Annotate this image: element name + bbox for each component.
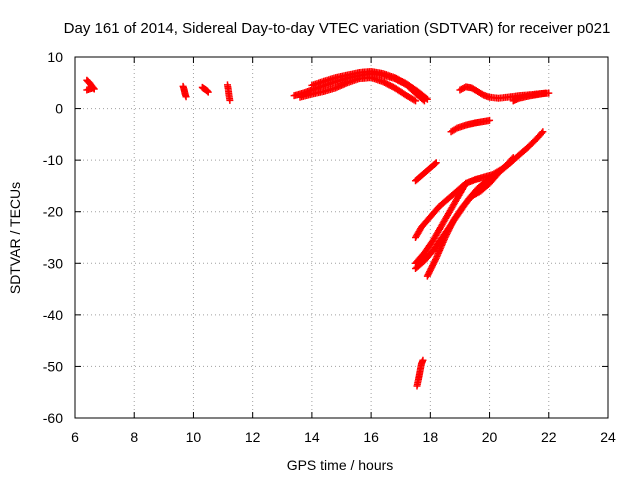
data-point (508, 155, 516, 163)
x-axis-label: GPS time / hours (287, 457, 394, 473)
data-point (182, 93, 190, 101)
x-tick-label: 12 (245, 429, 261, 445)
x-tick-label: 8 (130, 429, 138, 445)
chart-title: Day 161 of 2014, Sidereal Day-to-day VTE… (64, 20, 611, 37)
series-arc-12 (412, 159, 440, 185)
data-points (83, 67, 553, 390)
series-arc-17 (413, 356, 427, 390)
data-point (539, 128, 547, 136)
data-point (412, 97, 420, 105)
y-tick-label: -60 (43, 410, 63, 426)
series-arc-16 (423, 154, 517, 280)
x-tick-label: 10 (186, 429, 202, 445)
series-arc-5 (223, 81, 234, 104)
y-tick-label: -20 (43, 204, 63, 220)
x-tick-label: 18 (423, 429, 439, 445)
x-tick-label: 16 (363, 429, 379, 445)
data-point (410, 96, 418, 104)
series-arc-3 (179, 82, 190, 101)
data-point (422, 94, 430, 102)
data-point (462, 179, 470, 187)
series-arc-10 (509, 89, 550, 105)
y-tick-label: 10 (47, 49, 63, 65)
data-point (419, 356, 427, 364)
x-tick-label: 24 (600, 429, 616, 445)
axis-ticks: 6 8 10 12 14 16 18 20 22 24 -60 -50 -40 -30 -20 -10 0 10 (43, 49, 616, 445)
data-point (461, 181, 469, 189)
x-tick-label: 6 (71, 429, 79, 445)
y-tick-label: -40 (43, 307, 63, 323)
data-point (423, 95, 431, 103)
series-arc-2 (83, 84, 97, 94)
grid (75, 57, 608, 418)
x-tick-label: 20 (482, 429, 498, 445)
y-tick-label: 0 (55, 101, 63, 117)
y-axis-label: SDTVAR / TECUs (7, 182, 23, 294)
x-tick-label: 22 (541, 429, 557, 445)
y-tick-label: -50 (43, 358, 63, 374)
series-arc-11 (447, 116, 494, 136)
data-point (542, 89, 550, 97)
data-point (89, 84, 97, 92)
series-arc-14 (412, 179, 470, 267)
data-point (509, 154, 517, 162)
y-tick-label: -10 (43, 152, 63, 168)
x-tick-label: 14 (304, 429, 320, 445)
data-point (486, 116, 494, 124)
plot-frame (74, 56, 609, 419)
data-point (431, 160, 439, 168)
data-point (538, 129, 546, 137)
y-tick-label: -30 (43, 255, 63, 271)
series-arc-4 (198, 83, 212, 96)
data-point (432, 159, 440, 167)
series-arc-7 (296, 74, 420, 105)
data-point (204, 88, 212, 96)
series-arc-8 (308, 67, 431, 103)
data-point (226, 96, 234, 104)
